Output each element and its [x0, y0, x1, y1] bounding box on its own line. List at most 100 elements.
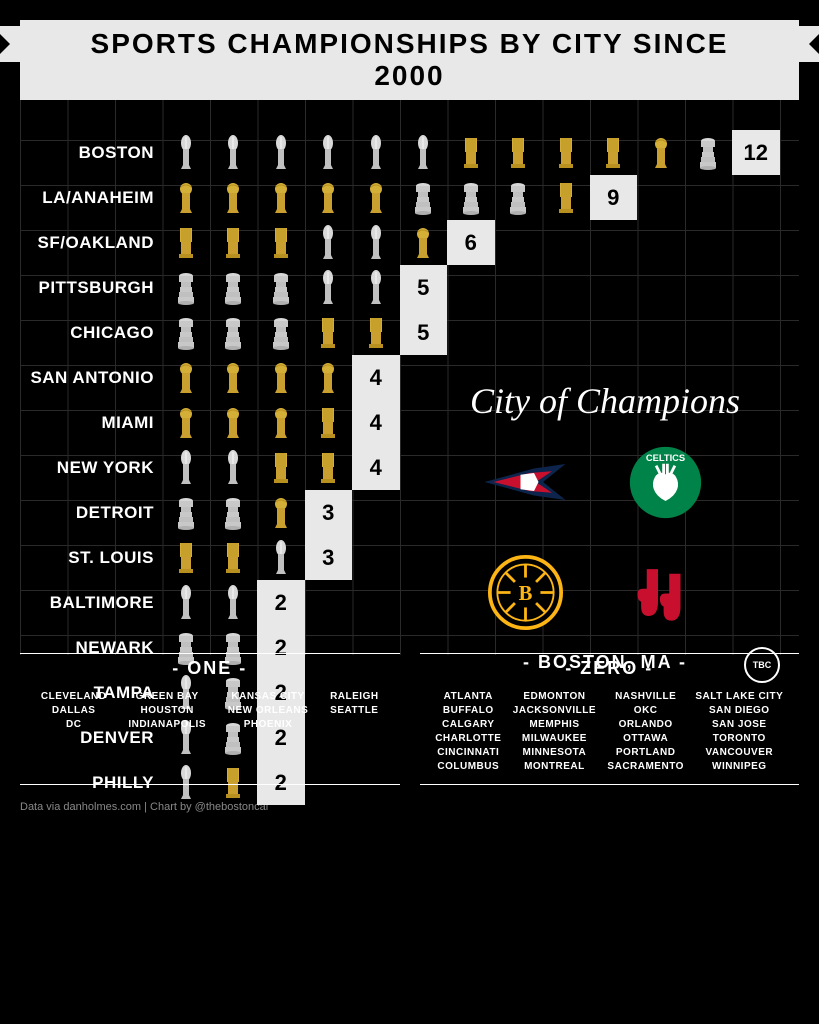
small-city: MINNESOTA: [513, 747, 596, 758]
small-city: ATLANTA: [435, 691, 501, 702]
nhl-trophy-icon: [257, 310, 305, 355]
champions-box: City of Champions CELTICS: [440, 380, 770, 673]
small-city: HOUSTON: [128, 705, 206, 716]
small-city: JACKSONVILLE: [513, 705, 596, 716]
small-city: SALT LAKE CITY: [695, 691, 783, 702]
nba-trophy-icon: [257, 490, 305, 535]
city-row: SF/OAKLAND6: [20, 220, 799, 265]
mlb-trophy-icon: [257, 220, 305, 265]
nba-trophy-icon: [305, 355, 353, 400]
nba-trophy-icon: [162, 355, 210, 400]
nfl-trophy-icon: [162, 130, 210, 175]
mlb-trophy-icon: [305, 310, 353, 355]
nfl-trophy-icon: [210, 580, 258, 625]
city-column: RALEIGHSEATTLE: [330, 691, 379, 730]
mlb-trophy-icon: [542, 175, 590, 220]
small-city: INDIANAPOLIS: [128, 719, 206, 730]
champions-title: City of Champions: [440, 380, 770, 422]
nba-trophy-icon: [210, 355, 258, 400]
city-row: PITTSBURGH5: [20, 265, 799, 310]
nhl-trophy-icon: [447, 175, 495, 220]
nfl-trophy-icon: [352, 130, 400, 175]
small-city: NASHVILLE: [607, 691, 683, 702]
nba-trophy-icon: [257, 175, 305, 220]
nfl-trophy-icon: [305, 220, 353, 265]
nba-trophy-icon: [210, 175, 258, 220]
small-city: MILWAUKEE: [513, 733, 596, 744]
small-city: CINCINNATI: [435, 747, 501, 758]
nba-trophy-icon: [162, 175, 210, 220]
small-city: SAN DIEGO: [695, 705, 783, 716]
nfl-trophy-icon: [257, 535, 305, 580]
nba-trophy-icon: [400, 220, 448, 265]
nfl-trophy-icon: [162, 445, 210, 490]
mlb-trophy-icon: [162, 535, 210, 580]
title-text: SPORTS CHAMPIONSHIPS BY CITY SINCE 2000: [20, 20, 799, 100]
city-label: LA/ANAHEIM: [20, 188, 162, 208]
count-cell: 2: [257, 580, 305, 625]
small-city: CHARLOTTE: [435, 733, 501, 744]
nfl-trophy-icon: [162, 580, 210, 625]
city-label: SF/OAKLAND: [20, 233, 162, 253]
nfl-trophy-icon: [210, 445, 258, 490]
small-city: VANCOUVER: [695, 747, 783, 758]
mlb-trophy-icon: [305, 445, 353, 490]
small-city: DALLAS: [41, 705, 107, 716]
redsox-logo: [620, 552, 710, 632]
mlb-trophy-icon: [305, 400, 353, 445]
bruins-logo: B: [480, 552, 570, 632]
nba-trophy-icon: [637, 130, 685, 175]
small-city: SAN JOSE: [695, 719, 783, 730]
nfl-trophy-icon: [210, 130, 258, 175]
city-label: MIAMI: [20, 413, 162, 433]
small-city: COLUMBUS: [435, 761, 501, 772]
small-city: DC: [41, 719, 107, 730]
svg-text:CELTICS: CELTICS: [645, 452, 684, 462]
small-city: OKC: [607, 705, 683, 716]
city-column: CLEVELANDDALLASDC: [41, 691, 107, 730]
small-city: PHOENIX: [228, 719, 309, 730]
small-city: PORTLAND: [607, 747, 683, 758]
count-cell: 4: [352, 355, 400, 400]
count-cell: 4: [352, 400, 400, 445]
city-column: SALT LAKE CITY SAN DIEGO SAN JOSE TORONTO VA…: [695, 691, 783, 772]
nfl-trophy-icon: [400, 130, 448, 175]
small-city: KANSAS CITY: [228, 691, 309, 702]
count-cell: 4: [352, 445, 400, 490]
patriots-logo: [480, 442, 570, 522]
count-cell: 5: [400, 265, 448, 310]
nfl-trophy-icon: [352, 220, 400, 265]
zero-section: - ZERO - ATLANTABUFFALOCALGARYCHARLOTTEC…: [420, 653, 800, 785]
small-city: NEW ORLEANS: [228, 705, 309, 716]
city-column: EDMONTONJACKSONVILLEMEMPHISMILWAUKEEMINN…: [513, 691, 596, 772]
count-cell: 3: [305, 490, 353, 535]
nhl-trophy-icon: [400, 175, 448, 220]
small-city: TORONTO: [695, 733, 783, 744]
mlb-trophy-icon: [210, 220, 258, 265]
city-label: BOSTON: [20, 143, 162, 163]
city-row: BOSTON12: [20, 130, 799, 175]
small-city: EDMONTON: [513, 691, 596, 702]
nhl-trophy-icon: [162, 310, 210, 355]
one-title: - ONE -: [20, 658, 400, 679]
svg-text:B: B: [518, 583, 532, 605]
small-city: OTTAWA: [607, 733, 683, 744]
nba-trophy-icon: [257, 400, 305, 445]
nhl-trophy-icon: [685, 130, 733, 175]
city-column: KANSAS CITY NEW ORLEANS PHOENIX: [228, 691, 309, 730]
nba-trophy-icon: [210, 400, 258, 445]
city-column: ATLANTABUFFALOCALGARYCHARLOTTECINCINNATI…: [435, 691, 501, 772]
title-banner: SPORTS CHAMPIONSHIPS BY CITY SINCE 2000: [20, 20, 799, 100]
city-label: ST. LOUIS: [20, 548, 162, 568]
mlb-trophy-icon: [447, 130, 495, 175]
nba-trophy-icon: [352, 175, 400, 220]
nba-trophy-icon: [305, 175, 353, 220]
count-cell: 5: [400, 310, 448, 355]
one-section: - ONE - CLEVELANDDALLASDCGREEN BAYHOUSTO…: [20, 653, 400, 785]
nhl-trophy-icon: [495, 175, 543, 220]
nhl-trophy-icon: [210, 490, 258, 535]
zero-title: - ZERO -: [420, 658, 800, 679]
celtics-logo: CELTICS: [620, 442, 710, 522]
nhl-trophy-icon: [162, 490, 210, 535]
nfl-trophy-icon: [305, 130, 353, 175]
